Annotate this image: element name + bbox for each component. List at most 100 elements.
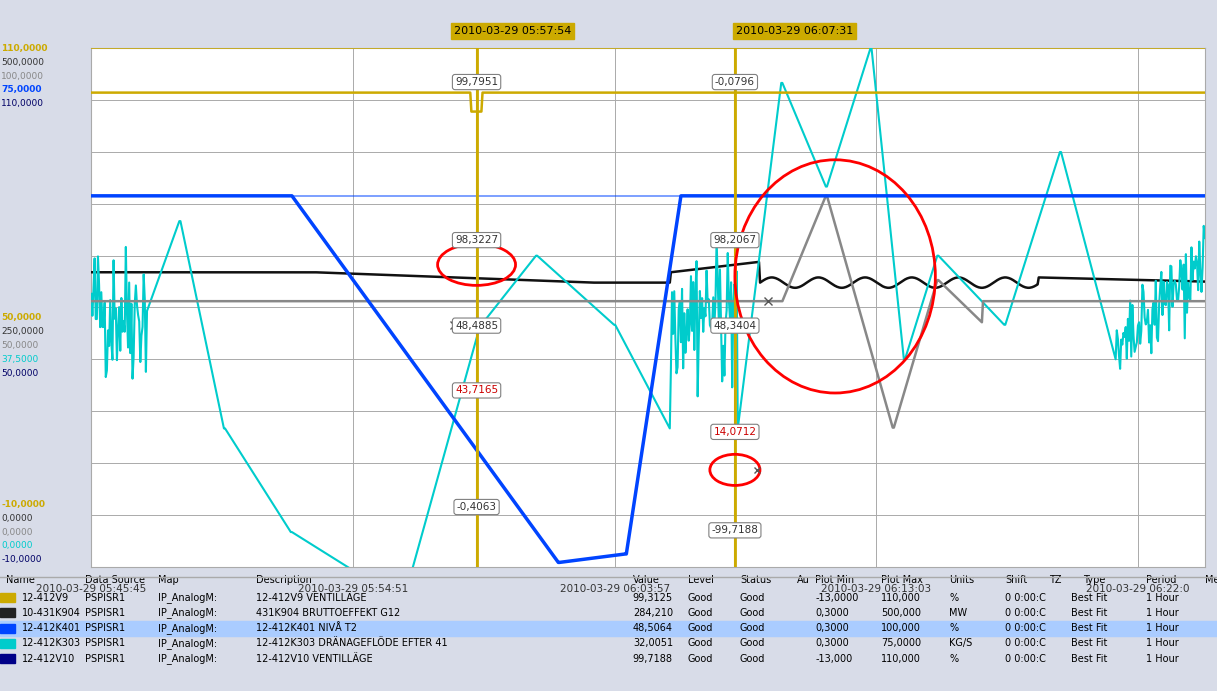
Text: 12-412V9 VENTILLÄGE: 12-412V9 VENTILLÄGE <box>256 593 366 603</box>
Text: Good: Good <box>740 638 765 648</box>
Text: 500,000: 500,000 <box>881 608 921 618</box>
Text: IP_AnalogM:: IP_AnalogM: <box>158 592 218 603</box>
Text: Best Fit: Best Fit <box>1071 608 1107 618</box>
Text: IP_AnalogM:: IP_AnalogM: <box>158 607 218 618</box>
Text: Value: Value <box>633 574 660 585</box>
Text: Good: Good <box>740 623 765 633</box>
Text: 0 0:00:C: 0 0:00:C <box>1005 593 1047 603</box>
Text: 110,0000: 110,0000 <box>1 44 47 53</box>
Text: Plot Max: Plot Max <box>881 574 922 585</box>
Text: 110,000: 110,000 <box>881 654 921 663</box>
Text: -0,0796: -0,0796 <box>714 77 755 87</box>
Text: 1 Hour: 1 Hour <box>1146 623 1179 633</box>
Text: 12-412V9: 12-412V9 <box>22 593 69 603</box>
Text: 1 Hour: 1 Hour <box>1146 638 1179 648</box>
Text: 100,000: 100,000 <box>881 623 921 633</box>
Text: 12-412V10: 12-412V10 <box>22 654 75 663</box>
Text: 2010-03-29 05:57:54: 2010-03-29 05:57:54 <box>454 26 571 36</box>
Text: Best Fit: Best Fit <box>1071 654 1107 663</box>
Text: PSPISR1: PSPISR1 <box>85 593 125 603</box>
Text: -13,000: -13,000 <box>815 654 853 663</box>
Text: Good: Good <box>740 654 765 663</box>
Text: 1 Hour: 1 Hour <box>1146 654 1179 663</box>
Text: 12-412K401 NIVÅ T2: 12-412K401 NIVÅ T2 <box>256 623 357 633</box>
Text: 0,0000: 0,0000 <box>1 527 33 537</box>
Text: 1 Hour: 1 Hour <box>1146 608 1179 618</box>
Text: IP_AnalogM:: IP_AnalogM: <box>158 623 218 634</box>
Text: 284,210: 284,210 <box>633 608 673 618</box>
Text: 14,0712: 14,0712 <box>713 427 757 437</box>
Text: 48,5064: 48,5064 <box>633 623 673 633</box>
Text: 0,3000: 0,3000 <box>815 623 849 633</box>
Text: 98,2067: 98,2067 <box>713 235 757 245</box>
Text: Best Fit: Best Fit <box>1071 623 1107 633</box>
Text: Name: Name <box>6 574 35 585</box>
Text: PSPISR1: PSPISR1 <box>85 623 125 633</box>
Text: 75,0000: 75,0000 <box>881 638 921 648</box>
Text: Good: Good <box>688 654 713 663</box>
Text: Plot Min: Plot Min <box>815 574 854 585</box>
Text: Good: Good <box>740 608 765 618</box>
Text: 43,7165: 43,7165 <box>455 386 498 395</box>
Text: %: % <box>949 593 958 603</box>
Text: Shift: Shift <box>1005 574 1027 585</box>
Text: 2010-03-29 06:13:03: 2010-03-29 06:13:03 <box>821 584 931 594</box>
Text: 0,0000: 0,0000 <box>1 541 33 551</box>
Text: 99,7188: 99,7188 <box>633 654 673 663</box>
Text: -99,7188: -99,7188 <box>712 525 758 536</box>
Text: 99,7951: 99,7951 <box>455 77 498 87</box>
Text: Good: Good <box>688 623 713 633</box>
Text: 48,3404: 48,3404 <box>713 321 757 330</box>
Text: 0,0000: 0,0000 <box>1 513 33 523</box>
Text: 12-412K401: 12-412K401 <box>22 623 82 633</box>
Text: Best Fit: Best Fit <box>1071 638 1107 648</box>
Text: Status: Status <box>740 574 772 585</box>
Text: Good: Good <box>688 638 713 648</box>
Text: Good: Good <box>688 593 713 603</box>
Text: 10-431K904: 10-431K904 <box>22 608 80 618</box>
Text: %: % <box>949 623 958 633</box>
Text: %: % <box>949 654 958 663</box>
Text: -10,0000: -10,0000 <box>1 500 45 509</box>
Text: 2010-03-29 05:54:51: 2010-03-29 05:54:51 <box>298 584 408 594</box>
Text: PSPISR1: PSPISR1 <box>85 654 125 663</box>
Text: 0 0:00:C: 0 0:00:C <box>1005 654 1047 663</box>
Text: 50,0000: 50,0000 <box>1 341 39 350</box>
Text: Period: Period <box>1146 574 1177 585</box>
Text: Type: Type <box>1083 574 1105 585</box>
Text: Units: Units <box>949 574 975 585</box>
Text: 32,0051: 32,0051 <box>633 638 673 648</box>
Text: 48,4885: 48,4885 <box>455 321 498 330</box>
Text: 37,5000: 37,5000 <box>1 354 39 364</box>
Text: TZ: TZ <box>1049 574 1061 585</box>
Text: MW: MW <box>949 608 968 618</box>
Text: Method: Method <box>1205 574 1217 585</box>
Text: 431K904 BRUTTOEFFEKT G12: 431K904 BRUTTOEFFEKT G12 <box>256 608 400 618</box>
Text: 98,3227: 98,3227 <box>455 235 498 245</box>
Text: 50,0000: 50,0000 <box>1 313 41 323</box>
Text: Data Source: Data Source <box>85 574 145 585</box>
Text: Level: Level <box>688 574 713 585</box>
Text: 50,0000: 50,0000 <box>1 368 39 378</box>
Text: -0,4063: -0,4063 <box>456 502 497 512</box>
Text: Map: Map <box>158 574 179 585</box>
Text: 0,3000: 0,3000 <box>815 638 849 648</box>
Text: Best Fit: Best Fit <box>1071 593 1107 603</box>
Text: 2010-03-29 06:07:31: 2010-03-29 06:07:31 <box>736 26 853 36</box>
Text: 75,0000: 75,0000 <box>1 85 41 95</box>
Text: 110,0000: 110,0000 <box>1 99 44 108</box>
Text: Good: Good <box>740 593 765 603</box>
Text: PSPISR1: PSPISR1 <box>85 608 125 618</box>
Text: PSPISR1: PSPISR1 <box>85 638 125 648</box>
Text: KG/S: KG/S <box>949 638 972 648</box>
Text: -10,0000: -10,0000 <box>1 555 41 565</box>
Text: 99,3125: 99,3125 <box>633 593 673 603</box>
Text: 500,0000: 500,0000 <box>1 57 44 67</box>
Text: 0 0:00:C: 0 0:00:C <box>1005 623 1047 633</box>
Text: 2010-03-29 05:45:45: 2010-03-29 05:45:45 <box>37 584 146 594</box>
Text: 12-412K303: 12-412K303 <box>22 638 82 648</box>
Text: Good: Good <box>688 608 713 618</box>
Text: IP_AnalogM:: IP_AnalogM: <box>158 653 218 664</box>
Text: 12-412K303 DRÄNAGEFLÖDE EFTER 41: 12-412K303 DRÄNAGEFLÖDE EFTER 41 <box>256 638 447 648</box>
Text: -13,0000: -13,0000 <box>815 593 859 603</box>
